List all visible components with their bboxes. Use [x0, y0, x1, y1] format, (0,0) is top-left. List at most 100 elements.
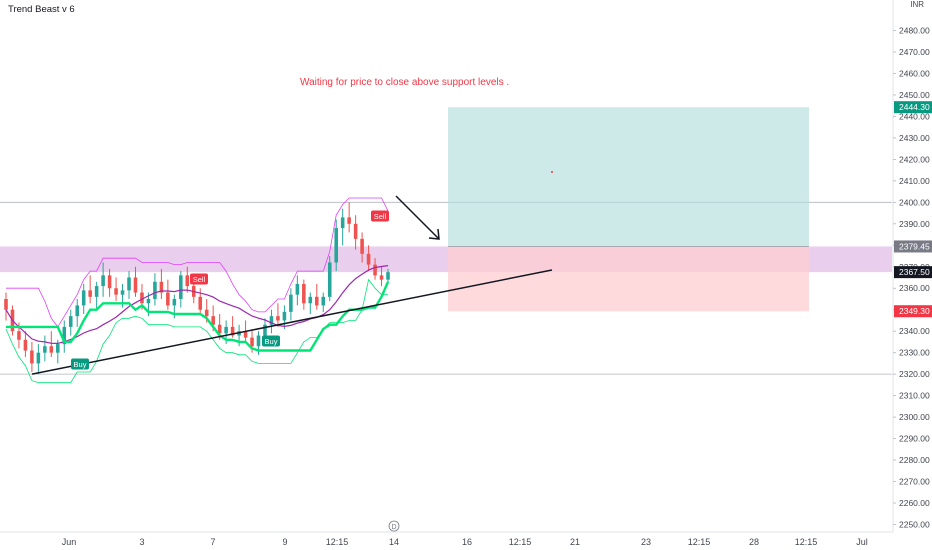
- indicator-name[interactable]: Trend Beast v 6: [8, 4, 75, 15]
- candle-body: [250, 337, 254, 347]
- y-tick-label: 2440.00: [899, 111, 930, 121]
- candle-body: [289, 294, 293, 312]
- arrow-line[interactable]: [395, 195, 440, 240]
- x-tick-label: 9: [282, 537, 287, 547]
- profit-zone[interactable]: [448, 107, 809, 247]
- y-tick-label: 2410.00: [899, 176, 930, 186]
- y-tick-label: 2330.00: [899, 348, 930, 358]
- y-tick-label: 2300.00: [899, 412, 930, 422]
- y-tick-label: 2290.00: [899, 434, 930, 444]
- candle-body: [256, 335, 261, 347]
- candle-body: [347, 217, 351, 224]
- x-tick-label: 14: [389, 537, 399, 547]
- y-tick-label: 2430.00: [899, 133, 930, 143]
- y-tick-label: 2360.00: [899, 283, 930, 293]
- y-tick-label: 2340.00: [899, 326, 930, 336]
- candle-body: [49, 346, 54, 353]
- position-center-dot: [551, 171, 553, 173]
- x-tick-label: 23: [641, 537, 651, 547]
- x-tick-label: 12:15: [326, 537, 349, 547]
- x-tick-label: Jul: [856, 537, 868, 547]
- y-tick-label: 2320.00: [899, 369, 930, 379]
- candle-body: [75, 305, 80, 317]
- candle-body: [23, 339, 28, 351]
- candle-body: [386, 272, 390, 280]
- price-tag: [894, 240, 932, 253]
- candle-body: [172, 298, 177, 306]
- x-tick-label: 7: [210, 537, 215, 547]
- price-tag-label: 2367.50: [899, 267, 930, 277]
- y-tick-label: 2400.00: [899, 197, 930, 207]
- candle-body: [263, 324, 267, 336]
- x-tick-label: Jun: [62, 537, 77, 547]
- candle-body: [153, 281, 157, 299]
- y-tick-label: 2390.00: [899, 219, 930, 229]
- x-tick-label: 16: [462, 537, 472, 547]
- signal-badge: [371, 210, 389, 222]
- candle-body: [198, 296, 203, 310]
- candle-body: [282, 311, 287, 321]
- candle-body: [62, 326, 67, 345]
- signal-label: Buy: [265, 337, 278, 346]
- time-axis[interactable]: Jun 3 7 9 12:15 14 16 12:15 21 23 12:15 28 12:15 Jul D: [0, 520, 893, 547]
- candle-body: [159, 281, 164, 293]
- candle-body: [17, 331, 21, 340]
- candle-body: [146, 298, 151, 304]
- y-tick-label: 2250.00: [899, 519, 930, 529]
- candle-body: [295, 283, 300, 295]
- candle-body: [204, 309, 209, 317]
- price-tag: [894, 305, 932, 318]
- candle-body: [314, 296, 319, 306]
- x-tick-label: 12:15: [509, 537, 532, 547]
- candle-body: [94, 286, 99, 297]
- candle-body: [379, 275, 384, 280]
- candle-body: [340, 217, 345, 229]
- arrow-head: [428, 228, 440, 240]
- dividend-marker[interactable]: [388, 520, 400, 532]
- candle-body: [373, 264, 377, 276]
- candle-body: [120, 290, 125, 295]
- candle-body: [269, 316, 274, 325]
- plot-pane: Sell Sell Buy Buy Waiting for price to close…: [0, 77, 892, 384]
- candle-body: [140, 292, 144, 304]
- trailing-stop-line: [6, 281, 390, 352]
- y-tick-label: 2260.00: [899, 498, 930, 508]
- y-tick-label: 2310.00: [899, 391, 930, 401]
- candle-body: [107, 275, 112, 289]
- candle-body: [321, 296, 326, 306]
- price-axis[interactable]: 2250.00 2260.00 2270.00 2280.00 2290.00 2300.…: [892, 0, 932, 532]
- price-tag-label: 2444.30: [899, 102, 930, 112]
- trend-line[interactable]: [31, 269, 553, 375]
- candle-body: [302, 283, 306, 304]
- candle-body: [56, 344, 60, 353]
- y-tick-label: 2420.00: [899, 154, 930, 164]
- price-tag: [894, 101, 932, 114]
- price-tag: [894, 266, 932, 279]
- x-tick-label: 3: [139, 537, 144, 547]
- y-tick-label: 2270.00: [899, 477, 930, 487]
- loss-zone[interactable]: [448, 246, 809, 312]
- candle-body: [366, 253, 371, 265]
- candle-body: [179, 275, 183, 299]
- price-tag-label: 2379.45: [899, 241, 930, 251]
- dividend-marker-label: D: [391, 524, 396, 531]
- candle-body: [185, 275, 190, 287]
- candle-body: [133, 277, 138, 293]
- candle-body: [4, 298, 8, 310]
- x-tick-label: 12:15: [795, 537, 818, 547]
- upper-band-line: [6, 197, 389, 328]
- x-tick-label: 12:15: [688, 537, 711, 547]
- signal-label: Sell: [193, 275, 206, 284]
- candle-body: [243, 331, 248, 338]
- candle-body: [101, 275, 105, 287]
- candle-body: [217, 324, 222, 334]
- annotation-text[interactable]: Waiting for price to close above support…: [300, 77, 509, 88]
- candle-body: [114, 288, 118, 295]
- price-tag-label: 2349.30: [899, 306, 930, 316]
- signal-badge: [190, 273, 208, 285]
- candle-body: [36, 352, 41, 364]
- signal-label: Sell: [374, 212, 387, 221]
- candle-body: [334, 228, 338, 263]
- candle-body: [68, 316, 73, 327]
